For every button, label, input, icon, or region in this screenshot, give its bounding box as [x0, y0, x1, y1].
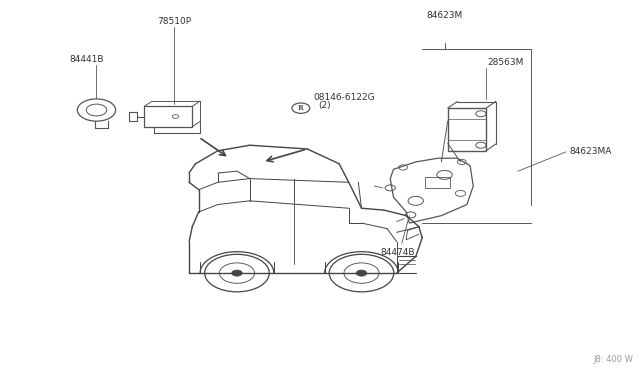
Text: J8: 400 W: J8: 400 W	[593, 355, 633, 364]
Text: (2): (2)	[318, 101, 331, 110]
Circle shape	[356, 270, 367, 276]
Text: 84474B: 84474B	[381, 248, 415, 257]
Bar	[145, 106, 192, 127]
Text: 84623MA: 84623MA	[569, 147, 611, 156]
Text: 78510P: 78510P	[157, 16, 191, 26]
Bar	[426, 177, 450, 188]
Text: 84441B: 84441B	[70, 55, 104, 64]
Text: 08146-6122G: 08146-6122G	[314, 93, 375, 102]
Text: 28563M: 28563M	[487, 58, 524, 67]
Circle shape	[232, 270, 243, 276]
Bar	[448, 108, 486, 151]
Text: 84623M: 84623M	[426, 11, 463, 20]
Text: R: R	[298, 104, 304, 112]
